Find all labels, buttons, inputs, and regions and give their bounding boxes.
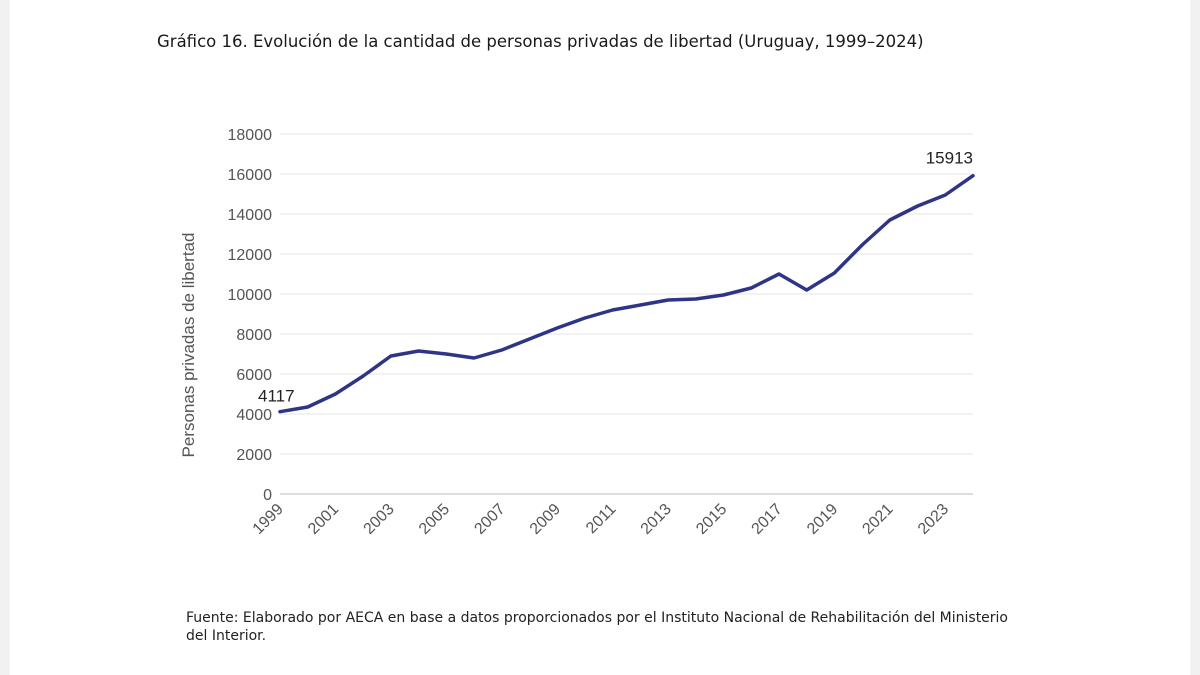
x-tick-label: 2021: [859, 501, 896, 538]
source-line-1: Fuente: Elaborado por AECA en base a dat…: [186, 610, 1009, 626]
x-tick-label: 1999: [250, 501, 287, 538]
line-chart: 0 2000 4000 6000 8000 10000 12000 14000 16000 180…: [179, 127, 975, 538]
data-label: 4117: [258, 387, 295, 406]
y-tick-label: 12000: [228, 247, 273, 264]
x-tick-label: 2023: [915, 501, 952, 538]
y-tick-label: 18000: [228, 127, 273, 144]
y-tick-label: 0: [263, 487, 272, 504]
y-tick-label: 2000: [236, 447, 272, 464]
series-layer: [278, 173, 975, 414]
x-tick-label: 2003: [361, 501, 398, 538]
x-tick-label: 2009: [527, 501, 564, 538]
gridlines: [280, 133, 973, 495]
y-tick-label: 16000: [228, 167, 273, 184]
x-tick-label: 2015: [693, 501, 730, 538]
y-tick-label: 14000: [228, 207, 273, 224]
data-labels: 4117 15913: [258, 149, 973, 406]
y-axis-label: Personas privadas de libertad: [179, 233, 198, 458]
y-tick-label: 4000: [236, 407, 272, 424]
y-tick-label: 8000: [236, 327, 272, 344]
y-tick-label: 10000: [228, 287, 273, 304]
x-tick-label: 2013: [638, 501, 675, 538]
series-line: [278, 173, 975, 414]
y-tick-label: 6000: [236, 367, 272, 384]
chart-title: Gráfico 16. Evolución de la cantidad de …: [157, 32, 924, 51]
source-line-2: del Interior.: [186, 628, 267, 644]
data-label: 15913: [926, 149, 973, 168]
x-tick-label: 2017: [749, 501, 786, 538]
source-note: Fuente: Elaborado por AECA en base a dat…: [186, 609, 1046, 645]
x-axis-ticks: 1999 2001 2003 2005 2007 2009 2011 2013 2015 2017…: [250, 501, 953, 538]
document-page: [10, 0, 1190, 675]
x-tick-label: 2005: [416, 501, 453, 538]
x-tick-label: 2007: [471, 501, 508, 538]
x-tick-label: 2011: [583, 501, 619, 537]
y-axis-ticks: 0 2000 4000 6000 8000 10000 12000 14000 16000 180…: [228, 127, 273, 504]
x-tick-label: 2019: [804, 501, 841, 538]
x-tick-label: 2001: [305, 501, 342, 538]
